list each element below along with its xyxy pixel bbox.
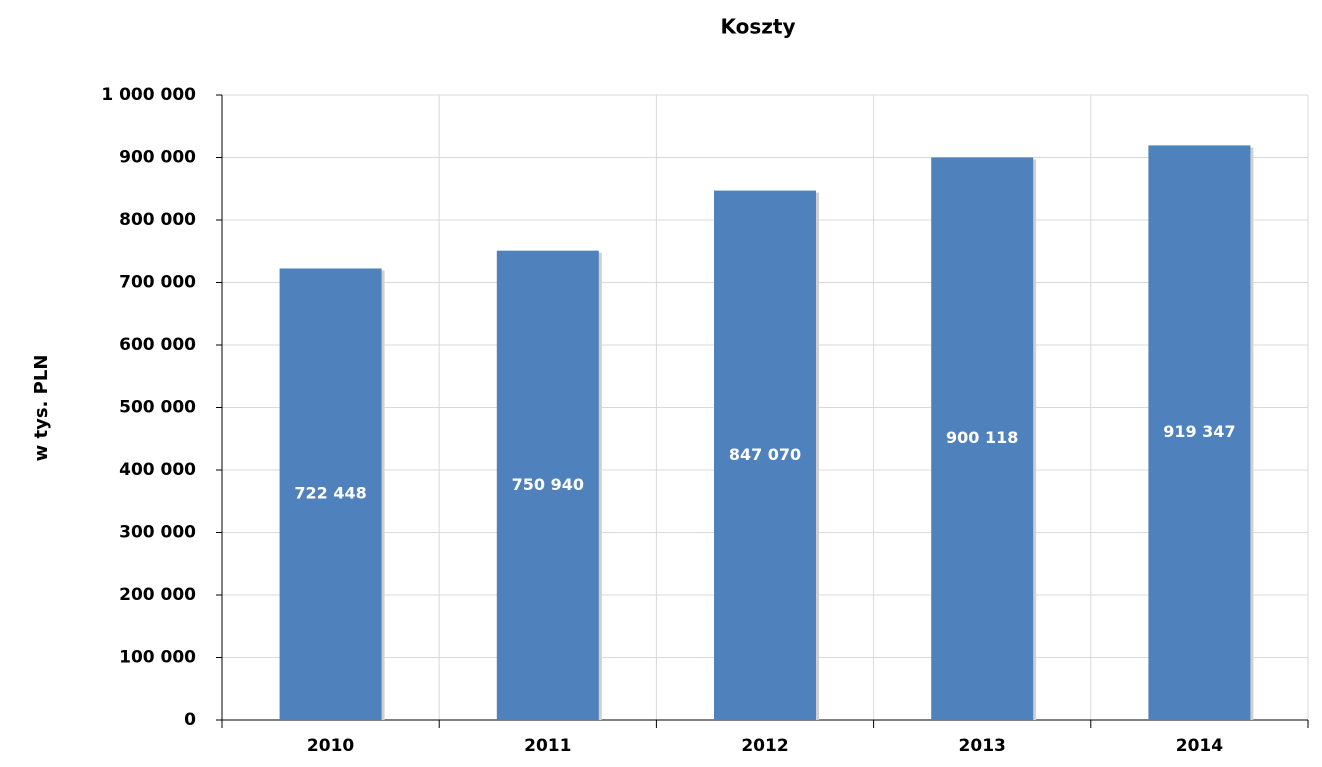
y-tick-label: 1 000 000 <box>101 85 196 105</box>
y-tick-label: 900 000 <box>119 148 196 168</box>
x-tick-label: 2013 <box>959 736 1006 756</box>
y-tick-label: 800 000 <box>119 210 196 230</box>
y-tick-label: 500 000 <box>119 398 196 418</box>
chart-title: Koszty <box>720 15 795 39</box>
value-label: 847 070 <box>729 445 801 464</box>
x-tick-label: 2010 <box>307 736 354 756</box>
bar <box>931 157 1034 720</box>
x-tick-label: 2014 <box>1176 736 1223 756</box>
y-tick-label: 100 000 <box>119 648 196 668</box>
y-axis-label: w tys. PLN <box>31 355 52 462</box>
y-tick-label: 600 000 <box>119 335 196 355</box>
bar <box>279 268 382 720</box>
y-tick-label: 0 <box>184 710 196 730</box>
x-tick-label: 2012 <box>741 736 788 756</box>
value-label: 722 448 <box>294 484 366 503</box>
y-tick-label: 300 000 <box>119 523 196 543</box>
y-tick-label: 400 000 <box>119 460 196 480</box>
value-label: 900 118 <box>946 428 1018 447</box>
bar <box>1148 145 1251 720</box>
bar <box>714 190 816 721</box>
x-tick-label: 2011 <box>524 736 571 756</box>
value-label: 750 940 <box>512 475 584 494</box>
bar <box>496 250 599 720</box>
value-label: 919 347 <box>1163 422 1235 441</box>
y-tick-label: 700 000 <box>119 273 196 293</box>
y-tick-label: 200 000 <box>119 585 196 605</box>
